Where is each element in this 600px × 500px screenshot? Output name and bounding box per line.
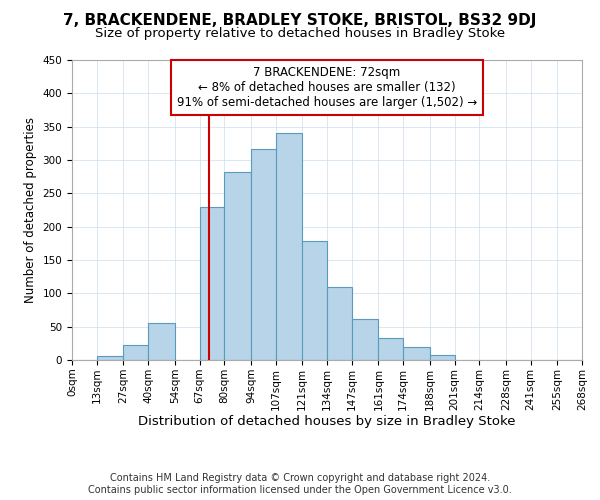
Text: 7 BRACKENDENE: 72sqm
← 8% of detached houses are smaller (132)
91% of semi-detac: 7 BRACKENDENE: 72sqm ← 8% of detached ho… <box>177 66 477 109</box>
Bar <box>379 338 403 360</box>
Text: Contains HM Land Registry data © Crown copyright and database right 2024.
Contai: Contains HM Land Registry data © Crown c… <box>88 474 512 495</box>
Bar <box>199 206 224 360</box>
Text: 7, BRACKENDENE, BRADLEY STOKE, BRISTOL, BS32 9DJ: 7, BRACKENDENE, BRADLEY STOKE, BRISTOL, … <box>64 12 536 28</box>
Bar <box>403 348 430 360</box>
Bar <box>251 148 275 360</box>
Bar <box>327 286 352 360</box>
Bar <box>430 354 455 360</box>
Bar <box>275 134 302 360</box>
Bar <box>352 318 379 360</box>
Bar <box>302 242 327 360</box>
Text: Size of property relative to detached houses in Bradley Stoke: Size of property relative to detached ho… <box>95 28 505 40</box>
Bar <box>97 356 124 360</box>
Bar <box>148 324 175 360</box>
Y-axis label: Number of detached properties: Number of detached properties <box>24 117 37 303</box>
X-axis label: Distribution of detached houses by size in Bradley Stoke: Distribution of detached houses by size … <box>138 416 516 428</box>
Bar <box>124 346 148 360</box>
Bar <box>224 172 251 360</box>
